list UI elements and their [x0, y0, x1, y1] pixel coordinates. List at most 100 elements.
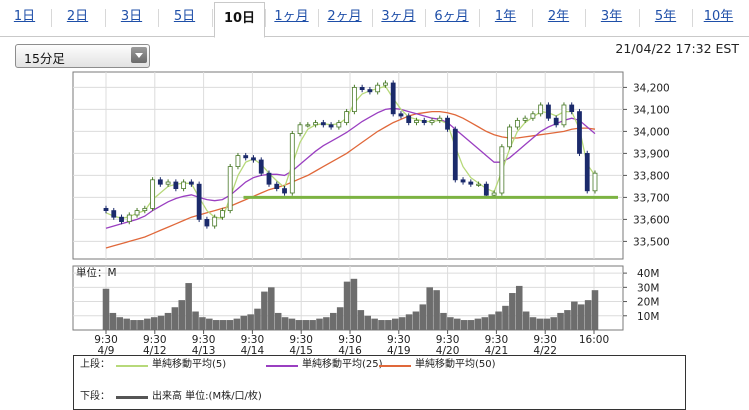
volume-bar	[385, 320, 392, 330]
x-tick-time: 9:30	[94, 334, 118, 346]
legend-volume-swatch	[116, 396, 148, 399]
legend-ma50-label: 単純移動平均(50)	[415, 359, 496, 370]
tab-9[interactable]: 1年	[494, 9, 517, 24]
tab-13[interactable]: 10年	[703, 9, 734, 24]
volume-bar	[357, 310, 365, 330]
tab-10[interactable]: 2年	[547, 9, 570, 24]
candle-body	[553, 117, 559, 126]
tab-2[interactable]: 3日	[120, 9, 143, 24]
tab-separator	[51, 9, 52, 27]
price-plot-area	[72, 71, 624, 260]
volume-bar	[281, 317, 289, 330]
volume-bar	[495, 311, 502, 330]
candle-body	[452, 128, 458, 181]
volume-bar	[247, 314, 254, 330]
candle-body	[320, 122, 326, 126]
tab-0[interactable]: 1日	[13, 9, 36, 24]
volume-bar	[226, 320, 234, 330]
tab-separator	[425, 9, 426, 27]
tab-3[interactable]: 5日	[173, 9, 196, 24]
x-tick-date: 4/14	[241, 345, 265, 355]
volume-bar	[274, 312, 282, 330]
x-tick-date: 4/21	[485, 345, 509, 355]
chevron-down-icon[interactable]	[131, 47, 147, 63]
volume-bar	[557, 312, 564, 330]
volume-bar	[137, 320, 144, 330]
volume-bar	[453, 318, 461, 330]
tab-7[interactable]: 3ヶ月	[381, 9, 416, 24]
x-tick-time: 9:30	[192, 334, 216, 346]
volume-bar	[336, 307, 344, 330]
volume-bars	[102, 278, 599, 330]
candle-body	[398, 113, 404, 117]
volume-bar	[116, 317, 124, 330]
candle-body	[165, 181, 171, 185]
candle-body	[367, 89, 373, 93]
period-tabs: 1日 2日 3日 5日 10日 1ヶ月 2ヶ月 3ヶ月 6ヶ月 1年 2年 3年 5年 10年	[0, 0, 749, 38]
y-tick-label: 34,000	[633, 126, 670, 138]
ma-series-line	[105, 85, 596, 220]
volume-bar	[564, 310, 571, 330]
candle-body	[134, 210, 140, 216]
volume-bar	[268, 287, 275, 330]
tab-5[interactable]: 1ヶ月	[274, 9, 309, 24]
legend-ma5-swatch	[116, 365, 148, 367]
candle-body	[266, 172, 272, 185]
tab-separator	[318, 9, 319, 27]
volume-bar	[192, 311, 199, 330]
volume-bar	[481, 317, 489, 330]
volume-bar	[323, 317, 330, 330]
candle-body	[181, 181, 187, 189]
moving-average-lines	[105, 85, 596, 249]
candle-body	[468, 181, 474, 185]
candle-body	[561, 104, 567, 126]
volume-bar	[144, 318, 151, 330]
tab-8[interactable]: 6ヶ月	[434, 9, 469, 24]
x-tick-date: 4/9	[98, 345, 115, 355]
candle-body	[483, 183, 489, 196]
tab-separator	[212, 9, 213, 27]
candle-body	[414, 120, 419, 124]
y-tick-label: 33,900	[633, 148, 670, 160]
volume-bar	[440, 312, 447, 330]
volume-bar	[488, 314, 495, 330]
volume-bar	[130, 320, 137, 330]
candle-body	[351, 87, 357, 113]
volume-bar	[288, 318, 296, 330]
legend-lower-label: 下段：	[80, 391, 110, 402]
candle-body	[173, 181, 179, 189]
tab-11[interactable]: 3年	[600, 9, 623, 24]
legend-ma5-label: 単純移動平均(5)	[152, 359, 227, 370]
volume-bar	[261, 291, 268, 330]
volume-bar	[350, 278, 358, 330]
candle-body	[150, 179, 155, 209]
y-tick-label: 33,500	[633, 236, 670, 248]
interval-select[interactable]: 15分足	[15, 44, 150, 68]
x-tick-date: 4/16	[338, 345, 362, 355]
volume-bar	[199, 317, 206, 330]
tab-separator	[692, 9, 693, 27]
x-tick-time: 9:30	[143, 334, 167, 346]
candle-body	[157, 179, 163, 185]
x-tick-time: 9:30	[338, 334, 362, 346]
volume-bar	[171, 307, 179, 330]
volume-bar	[219, 320, 227, 330]
candle-body	[499, 146, 505, 194]
candle-body	[258, 159, 264, 174]
tab-1[interactable]: 2日	[66, 9, 89, 24]
price-axis-labels: 34,200 34,100 34,000 33,900 33,800 33,700 33,6…	[623, 82, 670, 248]
candle-body	[220, 210, 225, 218]
tab-4[interactable]: 10日	[214, 2, 265, 38]
tab-separator	[532, 9, 533, 27]
volume-bar	[522, 311, 530, 330]
x-tick-date: 4/12	[143, 345, 167, 355]
tab-6[interactable]: 2ヶ月	[327, 9, 362, 24]
volume-bar	[460, 320, 468, 330]
tab-12[interactable]: 5年	[654, 9, 677, 24]
candle-body	[251, 157, 256, 161]
volume-bar	[343, 281, 351, 330]
legend-ma25-label: 単純移動平均(25)	[302, 359, 383, 370]
candle-body	[584, 152, 590, 192]
vol-tick-label: 10M	[637, 311, 659, 323]
volume-bar	[233, 318, 241, 330]
